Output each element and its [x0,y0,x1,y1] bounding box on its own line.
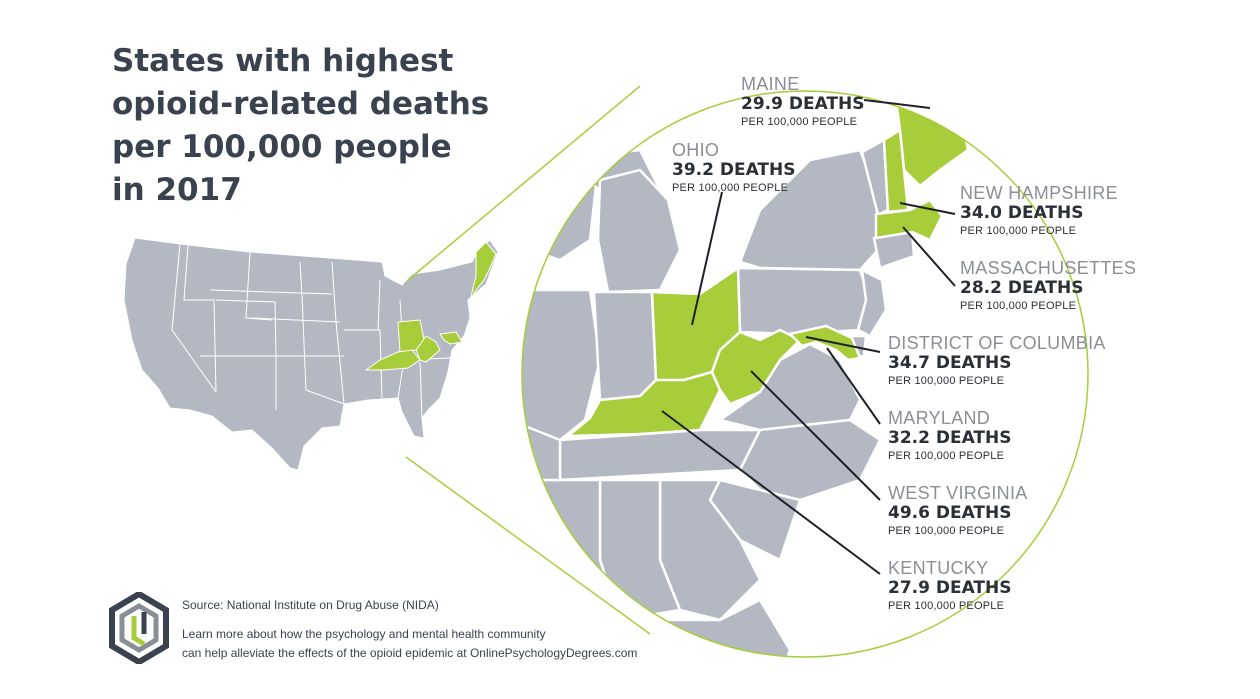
state-unit: PER 100,000 PEOPLE [672,182,789,194]
state-maryland [788,324,862,362]
state-name: MASSACHUSETTES [960,258,1137,278]
state-name: OHIO [672,140,720,160]
region-new-jersey [856,268,888,338]
mini-new-england [469,241,497,301]
title-line: in 2017 [112,172,242,208]
label-maryland: MARYLAND 32.2 DEATHS PER 100,000 PEOPLE [888,408,1012,464]
region-indiana [592,290,658,402]
learn-more-text: Learn more about how the psychology and … [182,625,702,663]
zoom-circle [521,90,1089,658]
state-value: 29.9 DEATHS [741,94,865,114]
state-value: 39.2 DEATHS [672,160,796,180]
title-line: States with highest [112,43,454,79]
zoomed-map [522,91,1088,657]
leader-massachusetts [902,226,956,287]
state-unit: PER 100,000 PEOPLE [960,225,1077,237]
leader-kentucky [661,410,881,575]
state-unit: PER 100,000 PEOPLE [888,600,1005,612]
state-value: 28.2 DEATHS [960,278,1084,298]
label-kentucky: KENTUCKY 27.9 DEATHS PER 100,000 PEOPLE [888,558,1012,614]
leader-maryland [826,347,881,425]
state-unit: PER 100,000 PEOPLE [741,116,858,128]
state-massachusetts [874,198,944,242]
zoom-connector-top [407,85,641,281]
state-value: 49.6 DEATHS [888,503,1012,523]
region-illinois [522,288,602,442]
state-name: NEW HAMPSHIRE [960,183,1118,203]
state-kentucky [566,370,722,438]
leader-ohio [691,191,723,326]
page-title: States with highest opioid-related death… [112,40,532,212]
us-map [123,237,499,471]
state-value: 34.7 DEATHS [888,353,1012,373]
label-west-virginia: WEST VIRGINIA 49.6 DEATHS PER 100,000 PE… [888,483,1028,539]
leader-west-virginia [750,370,881,501]
region-michigan [596,168,682,294]
label-district-of-columbia: DISTRICT OF COLUMBIA 34.7 DEATHS PER 100… [888,333,1106,389]
leader-lines [661,99,956,575]
region-pennsylvania [736,266,872,336]
state-value: 27.9 DEATHS [888,578,1012,598]
logo-icon [109,592,169,664]
state-name: MARYLAND [888,408,991,428]
leader-new-hampshire [899,202,956,215]
mini-maryland [439,331,463,345]
state-name: DISTRICT OF COLUMBIA [888,333,1106,353]
mini-west-virginia [415,335,441,363]
state-name: WEST VIRGINIA [888,483,1028,503]
label-new-hampshire: NEW HAMPSHIRE 34.0 DEATHS PER 100,000 PE… [960,183,1118,239]
learn-more-line: can help alleviate the effects of the op… [182,646,638,660]
zoom-connector-bottom [405,456,651,635]
state-unit: PER 100,000 PEOPLE [960,300,1077,312]
state-unit: PER 100,000 PEOPLE [888,375,1005,387]
label-maine: MAINE 29.9 DEATHS PER 100,000 PEOPLE [741,74,865,130]
title-line: per 100,000 people [112,129,452,165]
label-massachusetts: MASSACHUSETTES 28.2 DEATHS PER 100,000 P… [960,258,1136,314]
state-value: 32.2 DEATHS [888,428,1012,448]
state-unit: PER 100,000 PEOPLE [888,525,1005,537]
us-mainland-shape [123,237,499,471]
label-ohio: OHIO 39.2 DEATHS PER 100,000 PEOPLE [672,140,796,196]
leader-dc [805,336,881,353]
state-value: 34.0 DEATHS [960,203,1084,223]
mini-kentucky [364,349,421,371]
title-line: opioid-related deaths [112,86,490,122]
leader-maine [863,99,931,109]
source-text: Source: National Institute on Drug Abuse… [182,598,439,612]
state-name: MAINE [741,74,800,94]
state-name: KENTUCKY [888,558,989,578]
state-new-hampshire [882,128,910,214]
state-unit: PER 100,000 PEOPLE [888,450,1005,462]
learn-more-line: Learn more about how the psychology and … [182,627,546,641]
